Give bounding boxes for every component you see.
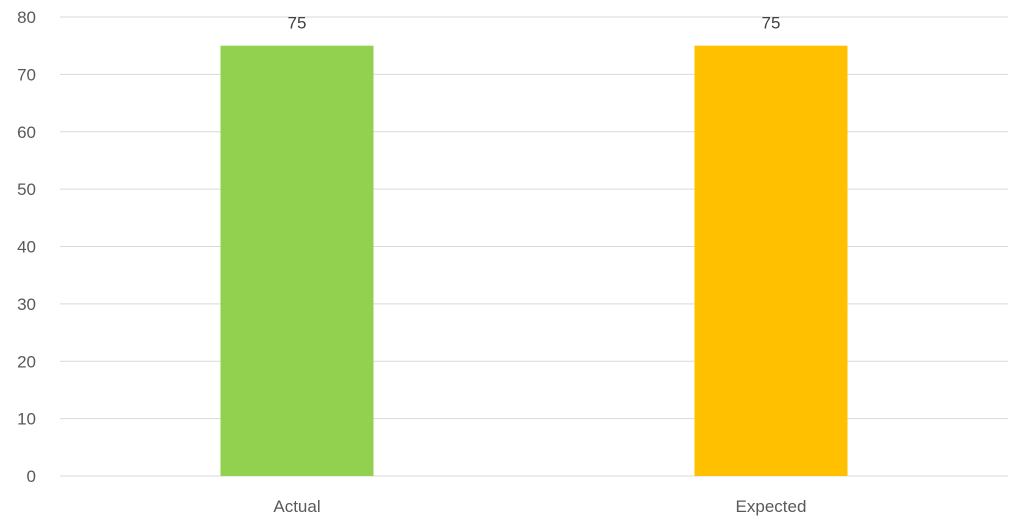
y-tick-label: 60 xyxy=(17,123,36,142)
y-tick-label: 80 xyxy=(17,8,36,27)
y-axis-tick-labels: 0 10 20 30 40 50 60 70 80 xyxy=(17,8,36,486)
data-labels: 75 75 xyxy=(288,14,781,33)
data-label: 75 xyxy=(288,14,307,33)
x-category-label: Actual xyxy=(273,497,320,516)
data-label: 75 xyxy=(762,14,781,33)
y-tick-label: 0 xyxy=(27,467,36,486)
x-category-label: Expected xyxy=(736,497,807,516)
y-tick-label: 10 xyxy=(17,410,36,429)
y-tick-label: 20 xyxy=(17,352,36,371)
y-tick-label: 70 xyxy=(17,65,36,84)
x-axis-category-labels: Actual Expected xyxy=(273,497,806,516)
bar-expected xyxy=(694,45,848,476)
bar-actual xyxy=(220,45,374,476)
y-tick-label: 40 xyxy=(17,238,36,257)
bars xyxy=(220,45,848,476)
y-tick-label: 50 xyxy=(17,180,36,199)
y-tick-label: 30 xyxy=(17,295,36,314)
gridlines xyxy=(60,16,1008,477)
